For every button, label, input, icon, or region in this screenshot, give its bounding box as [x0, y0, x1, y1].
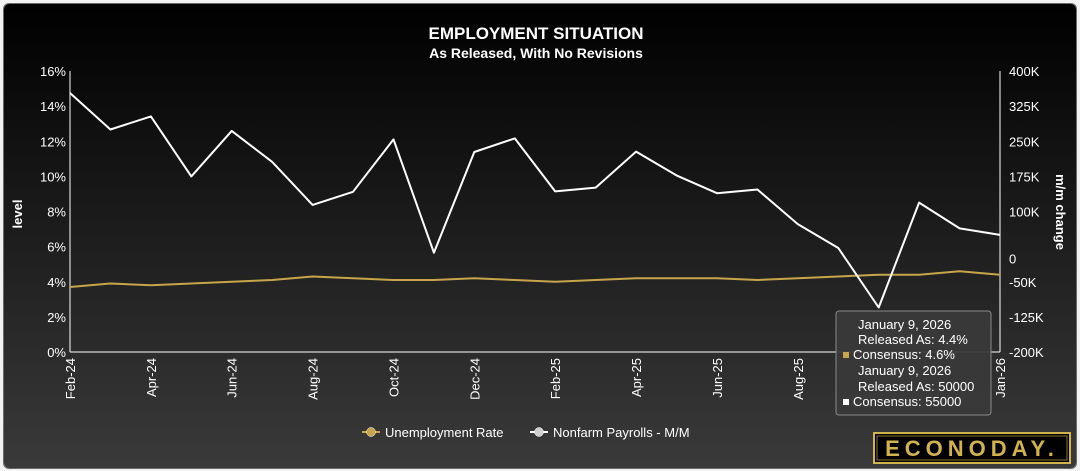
legend-marker-payrolls	[534, 427, 544, 437]
legend-marker-unemployment	[366, 427, 376, 437]
x-tick-label: Aug-24	[306, 358, 321, 400]
chart-title: EMPLOYMENT SITUATION	[428, 24, 643, 43]
x-tick-label: Apr-24	[144, 358, 159, 397]
left-tick-label: 0%	[47, 345, 66, 360]
right-tick-label: 175K	[1009, 169, 1040, 184]
legend-item-unemployment[interactable]: Unemployment Rate	[362, 425, 504, 440]
left-tick-label: 10%	[40, 169, 66, 184]
x-tick-label: Jun-25	[710, 358, 725, 398]
chart-subtitle: As Released, With No Revisions	[429, 45, 643, 61]
left-tick-label: 12%	[40, 134, 66, 149]
left-tick-label: 16%	[40, 64, 66, 79]
logo-inner-border	[876, 435, 1068, 461]
right-axis-title: m/m change	[1053, 174, 1068, 250]
legend-item-payrolls[interactable]: Nonfarm Payrolls - M/M	[530, 425, 690, 440]
x-tick-label: Oct-24	[386, 358, 401, 397]
left-tick-label: 14%	[40, 99, 66, 114]
tooltip-marker-payrolls	[843, 399, 849, 405]
x-tick-label: Apr-25	[629, 358, 644, 397]
left-axis-title: level	[10, 200, 25, 229]
tooltip-line-consensus-2: Consensus: 55000	[853, 394, 961, 409]
tooltip-line-date-2: January 9, 2026	[858, 363, 951, 378]
x-tick-label: Aug-25	[791, 358, 806, 400]
x-tick-label: Feb-25	[548, 358, 563, 399]
left-tick-label: 2%	[47, 310, 66, 325]
x-tick-label: Jan-26	[993, 358, 1008, 398]
tooltip-line-date-1: January 9, 2026	[858, 317, 951, 332]
x-tick-label: Jun-24	[225, 358, 240, 398]
right-tick-label: 250K	[1009, 134, 1040, 149]
logo-box	[873, 432, 1071, 464]
left-axis-ticks: 0% 2% 4% 6% 8% 10% 12% 14% 16%	[40, 64, 66, 360]
tooltip-line-released-2: Released As: 50000	[858, 379, 974, 394]
tooltip-box	[835, 310, 992, 416]
tooltip: January 9, 2026 Released As: 4.4% Consen…	[835, 310, 992, 416]
x-tick-label: Dec-24	[467, 358, 482, 400]
tooltip-line-consensus-1: Consensus: 4.6%	[853, 347, 955, 362]
left-tick-label: 8%	[47, 205, 66, 220]
x-axis-ticks: Feb-24 Apr-24 Jun-24 Aug-24 Oct-24 Dec-24 Feb-…	[63, 358, 1008, 400]
right-tick-label: -200K	[1009, 345, 1044, 360]
tooltip-marker-unemployment	[843, 352, 849, 358]
logo-text: ECONODAY.	[885, 436, 1059, 461]
unemployment-rate-line	[69, 270, 1001, 288]
left-tick-label: 6%	[47, 240, 66, 255]
right-tick-label: -50K	[1009, 275, 1037, 290]
legend: Unemployment Rate Nonfarm Payrolls - M/M	[362, 425, 690, 440]
econoday-logo[interactable]: ECONODAY.	[873, 432, 1071, 464]
right-axis-ticks: -200K -125K -50K 0 100K 175K 250K 325K 400K	[1009, 64, 1044, 360]
x-tick-label: Feb-24	[63, 358, 78, 399]
nonfarm-payrolls-line	[69, 92, 1001, 309]
right-tick-label: 100K	[1009, 205, 1040, 220]
right-tick-label: -125K	[1009, 310, 1044, 325]
left-tick-label: 4%	[47, 275, 66, 290]
chart-frame: EMPLOYMENT SITUATION As Released, With N…	[3, 3, 1077, 469]
right-tick-label: 325K	[1009, 99, 1040, 114]
tooltip-line-released-1: Released As: 4.4%	[858, 332, 968, 347]
legend-label-payrolls: Nonfarm Payrolls - M/M	[553, 425, 690, 440]
legend-label-unemployment: Unemployment Rate	[385, 425, 504, 440]
employment-chart: EMPLOYMENT SITUATION As Released, With N…	[4, 4, 1076, 468]
right-tick-label: 0	[1009, 251, 1016, 266]
right-tick-label: 400K	[1009, 64, 1040, 79]
